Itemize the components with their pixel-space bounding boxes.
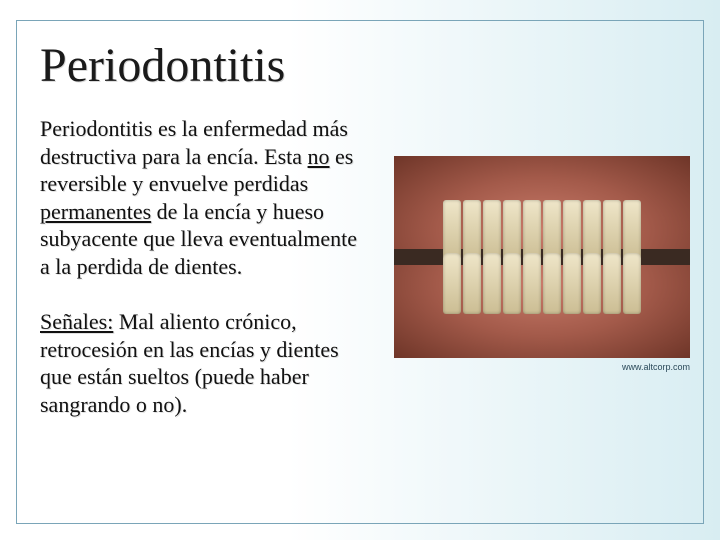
image-column: www.altcorp.com	[394, 156, 690, 372]
signals-label: Señales:	[40, 309, 113, 334]
tooth-icon	[543, 253, 561, 314]
tooth-icon	[443, 253, 461, 314]
periodontitis-photo	[394, 156, 690, 358]
tooth-icon	[503, 200, 521, 261]
tooth-icon	[523, 253, 541, 314]
tooth-icon	[603, 200, 621, 261]
tooth-icon	[603, 253, 621, 314]
tooth-icon	[443, 200, 461, 261]
tooth-icon	[463, 253, 481, 314]
slide: Periodontitis Periodontitis es la enferm…	[0, 0, 720, 540]
tooth-icon	[623, 200, 641, 261]
tooth-icon	[583, 200, 601, 261]
tooth-icon	[503, 253, 521, 314]
para1-seg1: Periodontitis es la enfermedad más destr…	[40, 116, 348, 169]
tooth-icon	[583, 253, 601, 314]
para1-underline-permanentes: permanentes	[40, 199, 151, 224]
photo-teeth-bottom	[424, 253, 661, 314]
tooth-icon	[543, 200, 561, 261]
paragraph-signals: Señales: Mal aliento crónico, retrocesió…	[40, 308, 370, 418]
slide-title: Periodontitis	[40, 38, 698, 93]
tooth-icon	[523, 200, 541, 261]
photo-teeth-top	[424, 200, 661, 261]
photo-caption: www.altcorp.com	[394, 362, 690, 372]
tooth-icon	[563, 200, 581, 261]
text-column: Periodontitis es la enfermedad más destr…	[40, 115, 370, 418]
tooth-icon	[483, 253, 501, 314]
tooth-icon	[563, 253, 581, 314]
para1-underline-no: no	[308, 144, 330, 169]
tooth-icon	[483, 200, 501, 261]
paragraph-description: Periodontitis es la enfermedad más destr…	[40, 115, 370, 280]
tooth-icon	[463, 200, 481, 261]
tooth-icon	[623, 253, 641, 314]
